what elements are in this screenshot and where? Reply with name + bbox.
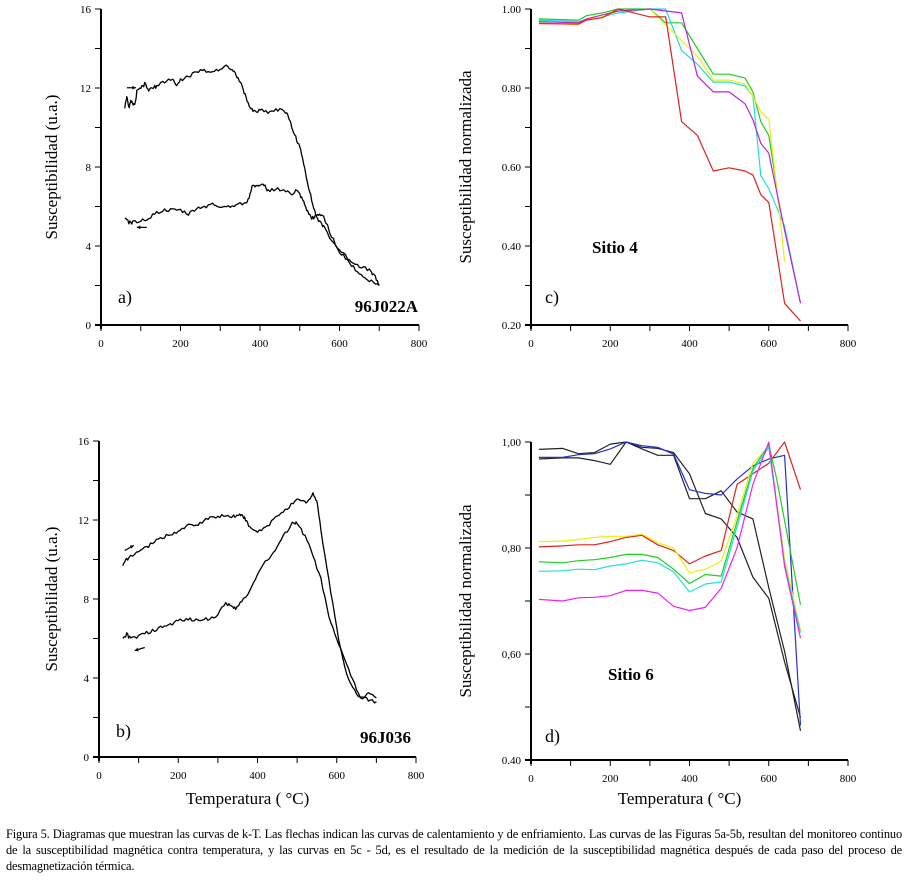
y-axis-title: Susceptibilidad normalizada: [456, 504, 475, 698]
x-tick-label: 800: [408, 770, 425, 782]
y-tick-label: 4: [84, 673, 90, 685]
panel-letter: b): [116, 721, 131, 742]
panel-d: 0 200 400 600 800 0.40 0,60 0,80 1,00 Susceptibil…: [456, 437, 857, 808]
series-line-green: [538, 444, 802, 605]
x-tick-label: 0: [528, 338, 534, 350]
x-tick-label: 400: [252, 338, 269, 350]
y-tick-label: 8: [86, 162, 92, 174]
sample-label: Sitio 6: [608, 665, 654, 684]
y-axis-title: Susceptibilidad normalizada: [456, 70, 475, 264]
arrow-head: [136, 225, 141, 230]
arrow-icon: [134, 646, 145, 652]
series-line-magenta: [538, 8, 802, 304]
y-tick-label: 0.20: [502, 320, 522, 332]
y-tick-label: 1.00: [502, 4, 522, 16]
series-line-yellow: [538, 8, 786, 262]
y-tick-label: 0: [86, 320, 92, 332]
x-tick-label: 600: [761, 773, 778, 785]
series-line-calentamiento: [122, 492, 377, 699]
y-tick-label: 0.40: [502, 755, 522, 767]
y-tick-label: 1,00: [502, 437, 522, 449]
series-line-black-1: [538, 441, 802, 732]
panel-letter: a): [118, 287, 132, 308]
x-tick-label: 400: [681, 338, 698, 350]
sample-label: Sitio 4: [592, 238, 638, 257]
series-line-yellow: [538, 446, 802, 631]
y-tick-label: 0.40: [502, 241, 522, 253]
series-line-magenta: [538, 441, 802, 639]
panel-letter: d): [545, 726, 560, 747]
x-axis-title: Temperatura ( °C): [186, 789, 310, 808]
sample-label: 96J036: [360, 728, 411, 747]
x-tick-label: 0: [528, 773, 534, 785]
panel-a: 0 200 400 600 800 0 4 8 12 16 Susceptibilidad (u.a…: [42, 4, 428, 350]
series-line-black-2: [538, 441, 802, 718]
series-line-cyan: [538, 446, 802, 633]
arrow-icon: [126, 85, 136, 90]
y-tick-label: 12: [80, 83, 91, 95]
series-line-red: [538, 441, 802, 565]
x-axis-title: Temperatura ( °C): [618, 789, 742, 808]
x-tick-label: 200: [602, 773, 619, 785]
y-tick-label: 0,80: [502, 543, 522, 555]
x-tick-label: 200: [602, 338, 619, 350]
y-tick-label: 16: [80, 4, 92, 16]
sample-label: 96J022A: [355, 297, 419, 316]
panel-c: 0 200 400 600 800 0.20 0.40 0.60 0.80 1.00 Suscept…: [456, 4, 857, 350]
series-line-cyan: [538, 8, 802, 304]
y-tick-label: 8: [84, 594, 90, 606]
x-tick-label: 800: [411, 338, 428, 350]
y-tick-label: 0: [84, 752, 90, 764]
y-tick-label: 0.80: [502, 83, 522, 95]
x-tick-label: 0: [96, 770, 102, 782]
y-tick-label: 16: [78, 436, 90, 448]
x-tick-label: 200: [170, 770, 187, 782]
series-line-blue: [538, 441, 802, 726]
panel-letter: c): [545, 287, 559, 308]
series-line-enfriamiento: [124, 183, 380, 287]
x-tick-label: 800: [840, 338, 857, 350]
x-tick-label: 200: [172, 338, 189, 350]
x-tick-label: 400: [681, 773, 698, 785]
figure-caption: Figura 5. Diagramas que muestran las cur…: [6, 827, 902, 873]
x-tick-label: 600: [329, 770, 346, 782]
x-tick-label: 800: [840, 773, 857, 785]
y-tick-label: 4: [86, 241, 92, 253]
series-line-red: [538, 8, 801, 322]
panel-b: 0 200 400 600 800 0 4 8 12 16 Susceptibilidad (u.a…: [42, 436, 425, 808]
x-tick-label: 600: [331, 338, 348, 350]
series-line-calentamiento: [124, 64, 380, 286]
y-axis-title: Susceptibilidad (u.a.): [42, 527, 61, 672]
x-tick-label: 600: [761, 338, 778, 350]
arrow-head: [132, 85, 136, 90]
series-line-enfriamiento: [122, 521, 377, 704]
x-tick-label: 400: [249, 770, 266, 782]
y-tick-label: 0,60: [502, 649, 522, 661]
arrow-head: [129, 545, 134, 549]
y-tick-label: 0.60: [502, 162, 522, 174]
arrow-head: [134, 647, 139, 652]
y-tick-label: 12: [78, 515, 89, 527]
y-axis-title: Susceptibilidad (u.a.): [42, 95, 61, 240]
x-tick-label: 0: [98, 338, 104, 350]
series-line-green: [538, 8, 778, 187]
arrow-icon: [136, 225, 147, 230]
arrow-icon: [124, 544, 135, 551]
